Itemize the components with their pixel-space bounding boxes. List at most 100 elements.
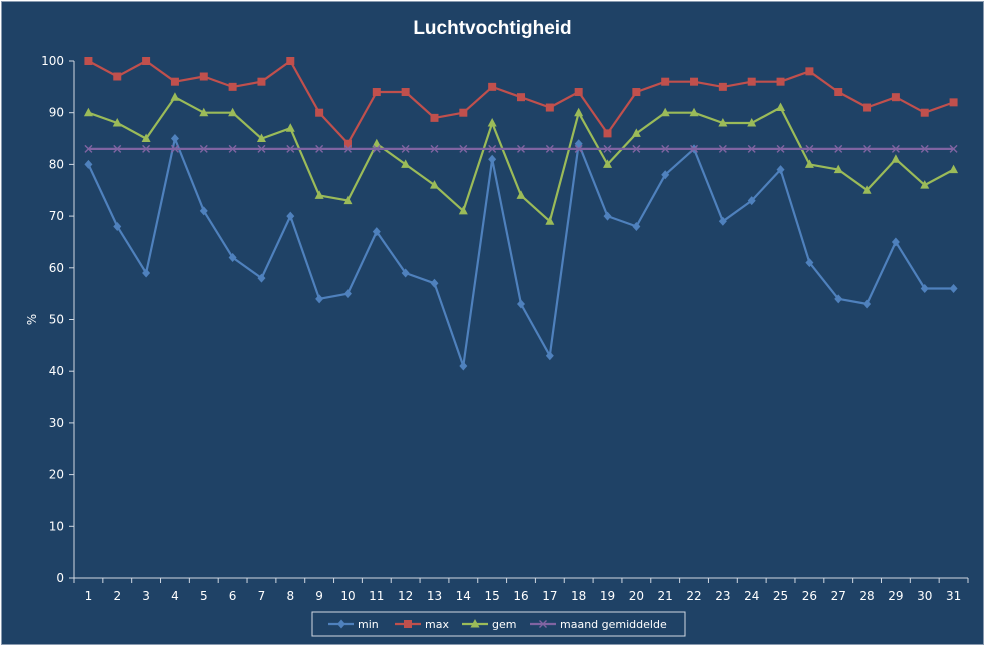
data-point-max <box>545 103 554 112</box>
data-point-max <box>718 82 727 91</box>
data-point-max <box>747 77 756 86</box>
legend-marker-maand-gemiddelde <box>539 620 547 628</box>
data-point-max <box>632 88 641 97</box>
data-point-min <box>488 154 497 164</box>
x-tick-label: 8 <box>286 589 294 603</box>
data-point-max <box>459 108 468 117</box>
data-point-gem <box>314 190 324 199</box>
data-point-max <box>574 88 583 97</box>
legend <box>311 611 686 637</box>
data-point-min <box>747 196 756 206</box>
data-point-gem <box>429 180 439 189</box>
data-point-gem <box>401 159 411 168</box>
x-tick-label: 2 <box>113 589 121 603</box>
data-point-min <box>661 170 670 180</box>
data-point-gem <box>545 216 555 225</box>
data-point-min <box>315 294 324 304</box>
data-point-min <box>286 211 295 221</box>
data-point-maand-gemiddelde <box>545 144 554 153</box>
data-point-maand-gemiddelde <box>372 144 381 153</box>
data-point-min <box>834 294 843 304</box>
x-tick-label: 9 <box>315 589 323 603</box>
data-point-gem <box>256 133 266 143</box>
data-point-maand-gemiddelde <box>834 144 843 153</box>
data-point-maand-gemiddelde <box>747 144 756 153</box>
data-point-maand-gemiddelde <box>113 144 122 153</box>
y-tick-label: 50 <box>49 313 64 327</box>
data-point-max <box>863 103 872 112</box>
data-point-maand-gemiddelde <box>632 144 641 153</box>
data-point-min <box>517 299 525 309</box>
data-point-max <box>199 72 208 81</box>
data-point-min <box>228 252 237 262</box>
x-tick-label: 19 <box>600 589 615 603</box>
data-point-max <box>228 82 237 91</box>
data-point-maand-gemiddelde <box>690 144 699 153</box>
data-point-gem <box>603 159 613 168</box>
x-tick-label: 30 <box>917 589 932 603</box>
data-point-maand-gemiddelde <box>343 144 352 153</box>
data-point-min <box>170 134 179 144</box>
data-point-min <box>805 258 814 268</box>
x-tick-label: 6 <box>229 589 237 603</box>
x-tick-label: 13 <box>427 589 442 603</box>
data-point-min <box>113 221 122 231</box>
data-point-maand-gemiddelde <box>401 144 410 153</box>
data-point-max <box>690 77 699 86</box>
data-point-max <box>372 88 381 97</box>
data-point-gem <box>343 195 353 205</box>
data-point-maand-gemiddelde <box>286 144 295 153</box>
data-point-maand-gemiddelde <box>863 144 872 153</box>
data-point-min <box>891 237 900 247</box>
legend-label-max: max <box>425 618 449 631</box>
data-point-gem <box>112 118 122 127</box>
data-point-maand-gemiddelde <box>257 144 266 153</box>
legend-label-min: min <box>358 618 379 631</box>
legend-label-gem: gem <box>492 618 516 631</box>
data-point-max <box>661 77 670 86</box>
data-point-max <box>343 139 352 148</box>
y-axis-title: % <box>25 314 39 325</box>
chart-title: Luchtvochtigheid <box>413 18 572 39</box>
data-point-gem <box>631 128 641 137</box>
data-point-gem <box>170 92 180 101</box>
series-line-gem <box>88 96 955 223</box>
data-point-gem <box>372 138 382 148</box>
data-point-max <box>430 113 439 122</box>
x-tick-label: 21 <box>658 589 673 603</box>
legend-marker-max <box>404 620 412 628</box>
data-point-max <box>488 82 497 91</box>
data-point-maand-gemiddelde <box>142 144 151 153</box>
data-point-min <box>863 299 872 309</box>
data-point-max <box>142 57 151 65</box>
data-point-max <box>315 108 324 117</box>
data-point-maand-gemiddelde <box>84 144 93 153</box>
data-point-maand-gemiddelde <box>661 144 670 153</box>
x-tick-label: 27 <box>831 589 846 603</box>
x-tick-label: 29 <box>888 589 903 603</box>
y-tick-label: 20 <box>49 468 64 482</box>
data-point-min <box>343 289 352 299</box>
data-point-maand-gemiddelde <box>603 144 612 153</box>
data-point-maand-gemiddelde <box>517 144 525 153</box>
x-tick-label: 25 <box>773 589 788 603</box>
series-line-max <box>87 59 954 145</box>
data-point-min <box>920 283 929 293</box>
x-tick-label: 1 <box>85 589 93 603</box>
data-point-maand-gemiddelde <box>459 144 468 153</box>
data-point-maand-gemiddelde <box>776 144 785 153</box>
data-point-min <box>949 283 958 293</box>
data-point-max <box>113 72 122 81</box>
x-tick-label: 23 <box>715 589 730 603</box>
data-point-maand-gemiddelde <box>170 144 179 153</box>
data-point-max <box>170 77 179 86</box>
y-tick-label: 40 <box>49 364 64 378</box>
y-tick-label: 10 <box>49 519 64 533</box>
data-point-gem <box>141 133 151 143</box>
data-point-min <box>459 361 468 371</box>
data-point-min <box>632 221 641 231</box>
data-point-max <box>286 57 295 65</box>
data-point-min <box>603 211 612 221</box>
x-tick-label: 26 <box>802 589 817 603</box>
